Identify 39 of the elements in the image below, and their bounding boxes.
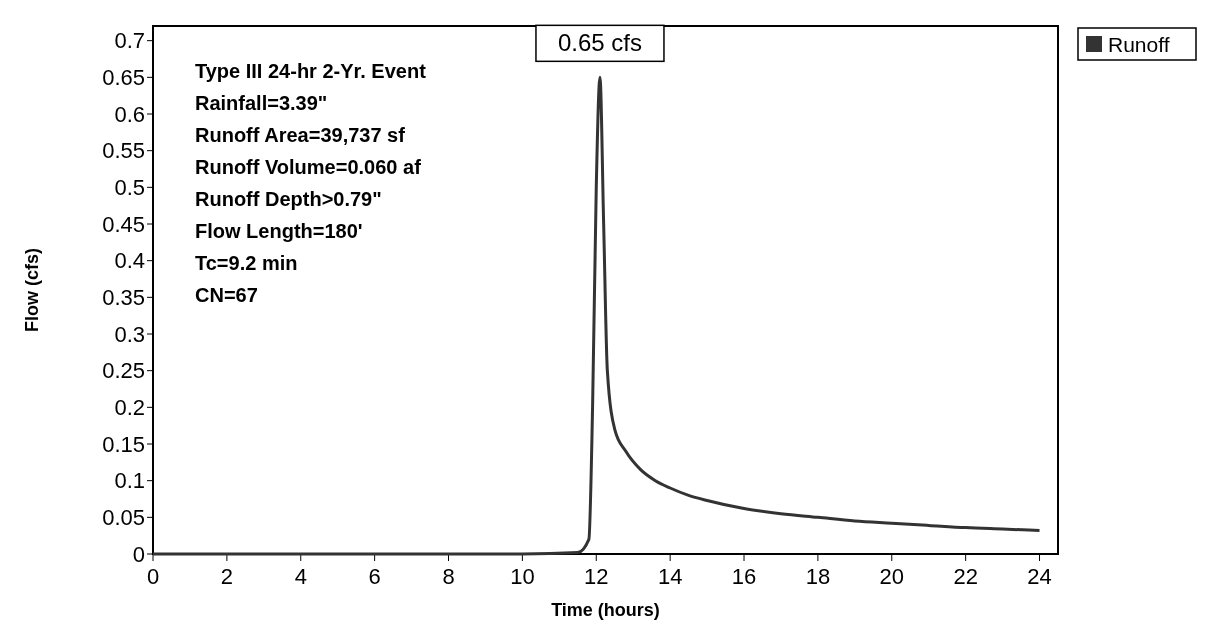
annotation: 0.65 cfs xyxy=(557,29,642,57)
y-axis-title: Flow (cfs) xyxy=(22,248,42,332)
annotation: Rainfall=3.39" xyxy=(195,92,328,114)
x-tick-label: 4 xyxy=(294,564,307,589)
y-tick-label: 0.3 xyxy=(114,321,145,347)
y-tick-label: 0.7 xyxy=(114,28,145,54)
annotation: Flow Length=180' xyxy=(195,220,363,242)
x-tick-label: 2 xyxy=(220,564,233,589)
y-tick-label: 0.4 xyxy=(114,248,145,274)
x-tick-label: 24 xyxy=(1027,564,1052,589)
x-tick-label: 18 xyxy=(805,564,831,589)
y-tick-label: 0.35 xyxy=(102,285,145,311)
x-tick-label: 6 xyxy=(368,564,381,589)
x-tick-label: 22 xyxy=(953,564,978,589)
y-tick-label: 0.5 xyxy=(114,175,145,201)
annotation: Tc=9.2 min xyxy=(195,252,298,274)
annotation: Type III 24-hr 2-Yr. Event xyxy=(195,60,427,82)
x-tick-label: 12 xyxy=(584,564,609,589)
y-tick-label: 0.05 xyxy=(102,505,145,531)
y-tick-label: 0.1 xyxy=(114,468,145,494)
x-tick-label: 20 xyxy=(879,564,905,589)
y-tick-label: 0.65 xyxy=(102,65,145,91)
x-axis-title: Time (hours) xyxy=(551,600,660,620)
x-tick-label: 10 xyxy=(510,564,535,589)
y-tick-label: 0 xyxy=(132,541,145,567)
x-tick-label: 8 xyxy=(442,564,455,589)
y-tick-label: 0.6 xyxy=(114,101,145,127)
annotation: Runoff Depth>0.79" xyxy=(195,188,382,210)
y-tick-label: 0.2 xyxy=(114,395,145,421)
annotation: Runoff Area=39,737 sf xyxy=(195,124,406,146)
y-tick-label: 0.45 xyxy=(102,211,145,237)
y-tick-label: 0.15 xyxy=(102,431,145,457)
y-tick-label: 0.55 xyxy=(102,138,145,164)
y-tick-label: 0.25 xyxy=(102,358,145,384)
annotation: Runoff Volume=0.060 af xyxy=(195,156,422,178)
x-tick-label: 14 xyxy=(657,564,683,589)
legend-label: Runoff xyxy=(1108,33,1170,56)
annotation: CN=67 xyxy=(195,284,258,306)
x-tick-label: 16 xyxy=(731,564,757,589)
